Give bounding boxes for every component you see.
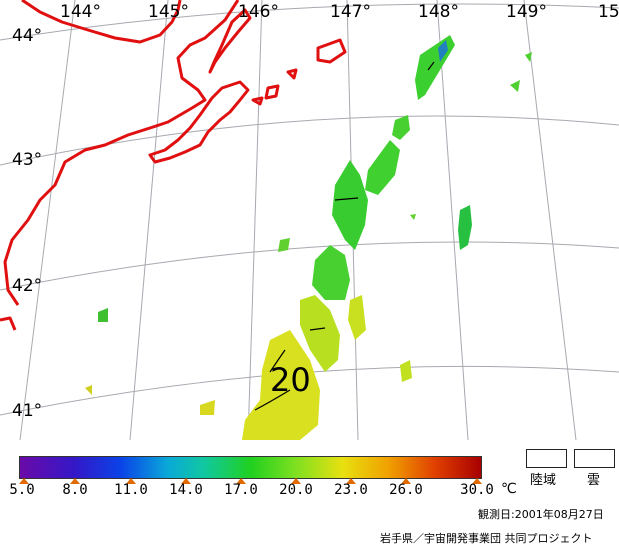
colorbar-label-30: 30.0 <box>460 482 494 498</box>
colorbar-tick <box>472 478 482 484</box>
colorbar-tick <box>70 478 80 484</box>
colorbar-label-26: 26.0 <box>389 482 423 498</box>
colorbar-tick <box>181 478 191 484</box>
coastline <box>0 0 347 331</box>
colorbar-label-8: 8.0 <box>62 482 88 498</box>
lon-label-148: 148° <box>418 2 459 22</box>
colorbar-tick <box>401 478 411 484</box>
contour-label: 20 <box>270 361 311 399</box>
lon-label-146: 146° <box>238 2 279 22</box>
credit: 岩手県／宇宙開発事業団 共同プロジェクト <box>380 532 593 545</box>
colorbar-label-20: 20.0 <box>279 482 313 498</box>
lat-label-41: 41° <box>12 401 43 421</box>
cloud-swatch <box>574 449 615 468</box>
lat-label-42: 42° <box>12 276 43 296</box>
isotherms <box>254 61 435 411</box>
lon-label-144: 144° <box>60 2 101 22</box>
colorbar-label-17: 17.0 <box>224 482 258 498</box>
colorbar-tick <box>126 478 136 484</box>
lat-label-43: 43° <box>12 150 43 170</box>
temperature-colorbar <box>19 456 482 479</box>
colorbar-tick <box>19 478 29 484</box>
land-label: 陸域 <box>530 473 557 488</box>
colorbar-label-5: 5.0 <box>9 482 35 498</box>
unit-label: ℃ <box>501 481 517 497</box>
observation-date: 観測日:2001年08月27日 <box>478 508 604 521</box>
cloud-label: 雲 <box>587 473 601 488</box>
sst-map <box>0 0 619 440</box>
land-swatch <box>526 449 567 468</box>
colorbar-label-14: 14.0 <box>169 482 203 498</box>
colorbar-tick <box>236 478 246 484</box>
lat-label-44: 44° <box>12 26 43 46</box>
colorbar-tick <box>346 478 356 484</box>
lon-label-149: 149° <box>506 2 547 22</box>
colorbar-label-23: 23.0 <box>334 482 368 498</box>
lon-label-145: 145° <box>148 2 189 22</box>
lon-label-147: 147° <box>330 2 371 22</box>
colorbar-tick <box>291 478 301 484</box>
lon-label-150: 15 <box>598 2 619 22</box>
colorbar-label-11: 11.0 <box>114 482 148 498</box>
sst-patches <box>85 35 532 440</box>
